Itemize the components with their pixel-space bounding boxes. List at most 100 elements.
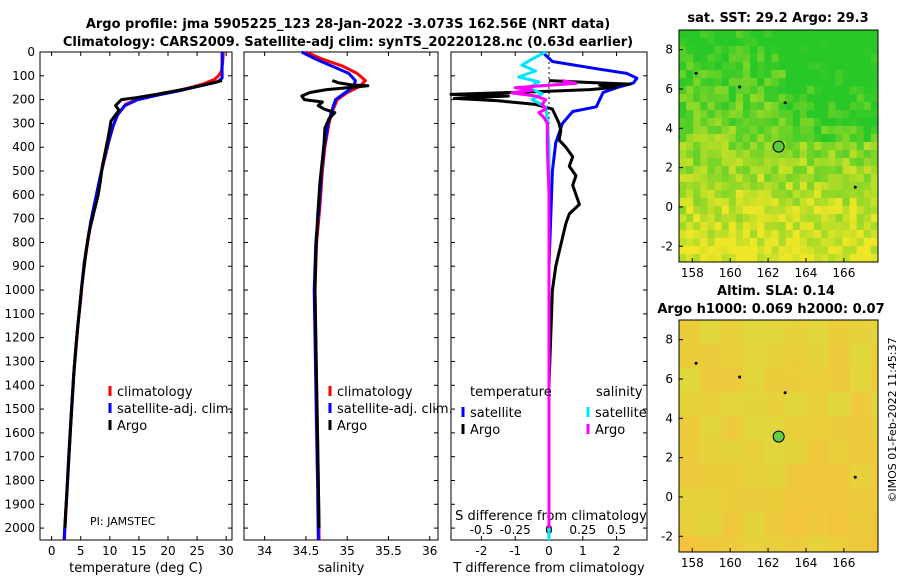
map-cell (735, 440, 744, 449)
map-cell (792, 464, 801, 473)
map-cell (750, 520, 758, 529)
map-cell (735, 528, 744, 537)
map-cell (870, 360, 879, 369)
map-cell (693, 214, 701, 223)
map-cell (870, 246, 879, 255)
map-cell (686, 222, 694, 231)
map-cell (806, 78, 815, 87)
map-cell (856, 142, 865, 151)
map-cell (693, 480, 701, 489)
map-cell (799, 158, 808, 167)
map-cell (679, 448, 687, 457)
map-cell (778, 158, 787, 167)
map-cell (742, 78, 751, 87)
map-cell (707, 456, 715, 465)
map-cell (828, 488, 836, 497)
map-cell (870, 328, 879, 337)
legend-label: Argo (337, 419, 367, 434)
map-cell (863, 158, 872, 167)
map-cell (686, 384, 694, 393)
map-cell (842, 238, 850, 247)
map-cell (707, 528, 715, 537)
map-cell (707, 86, 715, 95)
map-cell (785, 102, 794, 111)
map-cell (835, 536, 843, 545)
map-cell (686, 190, 694, 199)
map-cell (714, 46, 723, 55)
map-cell (721, 246, 730, 255)
map-cell (728, 62, 737, 71)
map-x-tick-label: 160 (719, 266, 742, 280)
map-cell (792, 142, 801, 151)
map-cell (750, 62, 758, 71)
map-cell (728, 496, 737, 505)
map-cell (735, 206, 744, 215)
map-cell (842, 496, 850, 505)
map-cell (757, 46, 765, 55)
map-cell (679, 86, 687, 95)
map-cell (856, 78, 865, 87)
map-cell (700, 46, 708, 55)
map-cell (842, 464, 850, 473)
map-cell (771, 464, 779, 473)
map-cell (735, 320, 744, 329)
map-cell (679, 344, 687, 353)
map-cell (707, 416, 715, 425)
map-cell (856, 102, 865, 111)
map-cell (679, 488, 687, 497)
map-cell (870, 254, 879, 263)
map-cell (728, 78, 737, 87)
map-cell (764, 320, 772, 329)
map-cell (806, 320, 815, 329)
map-cell (806, 158, 815, 167)
map-cell (849, 440, 858, 449)
map-cell (679, 416, 687, 425)
map-cell (821, 166, 829, 175)
map-cell (849, 118, 858, 127)
map-cell (700, 166, 708, 175)
map-cell (686, 70, 694, 79)
map-cell (686, 400, 694, 409)
map-cell (721, 392, 730, 401)
map-cell (750, 424, 758, 433)
map-cell (799, 94, 808, 103)
map-cell (778, 360, 787, 369)
map-cell (679, 544, 687, 553)
map-cell (700, 38, 708, 47)
map-cell (721, 38, 730, 47)
map-cell (870, 238, 879, 247)
map-cell (686, 336, 694, 345)
map-cell (856, 182, 865, 191)
map-cell (856, 376, 865, 385)
map-cell (686, 150, 694, 159)
map-cell (757, 408, 765, 417)
map-cell (728, 246, 737, 255)
map-cell (679, 134, 687, 143)
map-cell (693, 368, 701, 377)
map-cell (828, 336, 836, 345)
map-cell (735, 368, 744, 377)
map-cell (792, 166, 801, 175)
map-cell (679, 110, 687, 119)
s-tick-label: -0.25 (500, 523, 531, 537)
map-cell (856, 86, 865, 95)
map-cell (870, 464, 879, 473)
map-cell (849, 102, 858, 111)
map-cell (870, 336, 879, 345)
map-cell (771, 46, 779, 55)
map-cell (799, 110, 808, 119)
map-cell (856, 448, 865, 457)
map-cell (849, 54, 858, 63)
y-tick-label: 1700 (4, 450, 35, 464)
salinity-panel: 34 34.5 35 35.5 36salinityclimatologysatelli… (243, 50, 453, 576)
map-cell (728, 440, 737, 449)
map-cell (821, 230, 829, 239)
map-cell (863, 424, 872, 433)
map-cell (707, 400, 715, 409)
map-cell (849, 254, 858, 263)
map-cell (686, 440, 694, 449)
map-cell (728, 110, 737, 119)
map-cell (785, 94, 794, 103)
